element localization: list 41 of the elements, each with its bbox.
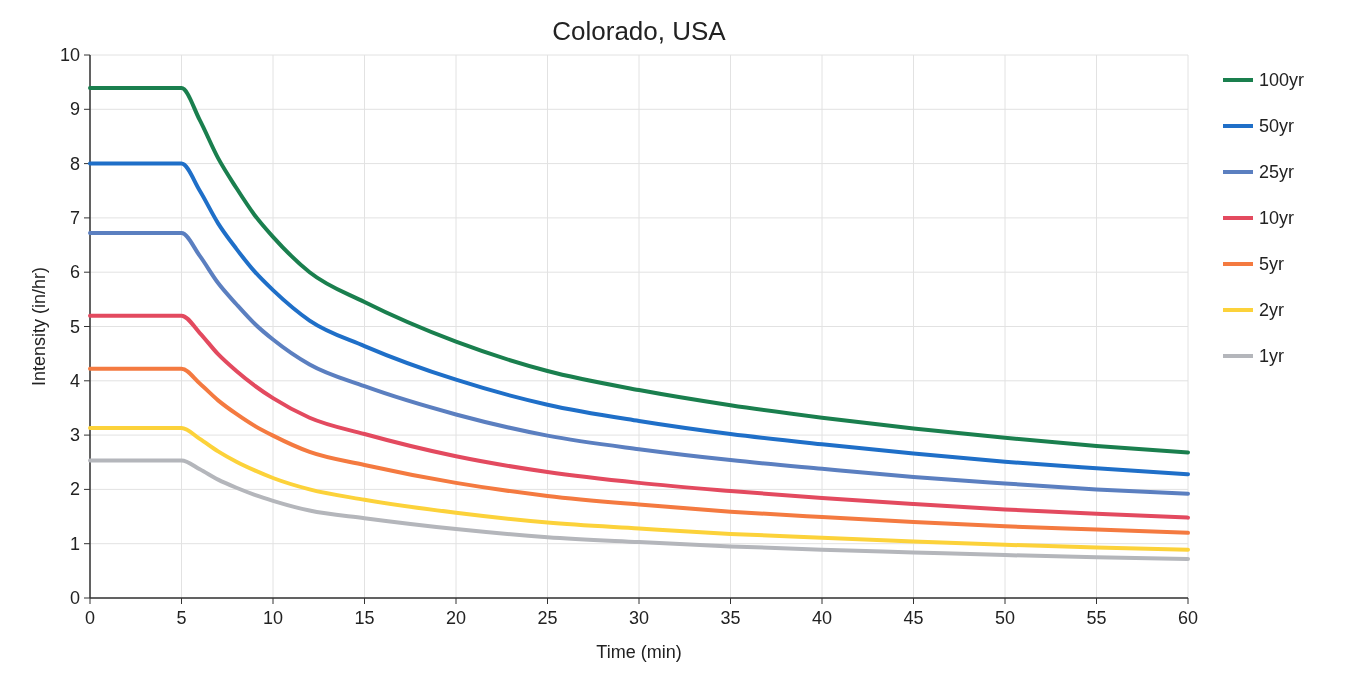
x-tick-label: 45 <box>903 608 924 628</box>
x-tick-label: 15 <box>354 608 375 628</box>
x-tick-label: 55 <box>1086 608 1107 628</box>
legend-label: 50yr <box>1259 116 1295 136</box>
chart-title: Colorado, USA <box>552 16 727 46</box>
y-tick-label: 7 <box>69 207 80 228</box>
line-series <box>88 458 1190 561</box>
y-tick-label: 10 <box>59 45 80 65</box>
y-tick-label: 4 <box>69 370 80 391</box>
x-tick-label: 40 <box>811 608 833 628</box>
legend-label: 5yr <box>1259 254 1285 274</box>
x-tick-label: 60 <box>1177 608 1199 628</box>
x-tick-label: 20 <box>445 608 467 628</box>
y-tick-label: 0 <box>69 588 80 608</box>
x-tick-label: 10 <box>262 608 284 628</box>
legend-label: 25yr <box>1259 162 1295 182</box>
x-tick-label: 25 <box>537 608 558 628</box>
legend-label: 100yr <box>1259 70 1305 90</box>
y-tick-label: 6 <box>69 262 80 283</box>
y-axis-title: Intensity (in/hr) <box>29 266 49 387</box>
y-tick-label: 9 <box>69 99 80 120</box>
x-tick-label: 35 <box>720 608 741 628</box>
line-series <box>88 231 1190 496</box>
line-series <box>88 161 1190 477</box>
x-tick-label: 5 <box>176 608 187 628</box>
x-tick-label: 50 <box>994 608 1016 628</box>
y-tick-label: 8 <box>69 153 80 174</box>
line-series <box>88 426 1190 552</box>
line-series <box>88 313 1190 520</box>
y-tick-label: 1 <box>69 533 80 554</box>
x-axis-title: Time (min) <box>596 642 682 662</box>
x-tick-label: 30 <box>628 608 650 628</box>
y-tick-label: 3 <box>69 425 80 446</box>
line-series <box>88 366 1190 535</box>
x-tick-label: 0 <box>84 608 96 628</box>
legend-label: 1yr <box>1259 346 1285 366</box>
legend-label: 10yr <box>1259 208 1295 228</box>
y-tick-label: 2 <box>69 479 80 500</box>
legend-label: 2yr <box>1259 300 1285 320</box>
y-tick-label: 5 <box>69 316 80 337</box>
line-series <box>88 86 1190 455</box>
